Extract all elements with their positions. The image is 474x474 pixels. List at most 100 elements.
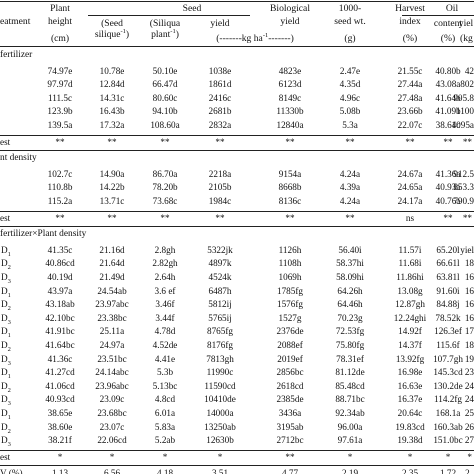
table-cell: 12.24ghi bbox=[393, 312, 427, 323]
table-cell: 1108h bbox=[278, 258, 302, 269]
table-cell: 115.6f bbox=[436, 340, 460, 350]
table-cell: 23.07c bbox=[99, 421, 125, 432]
table-cell: 43.08a bbox=[435, 79, 461, 90]
section-rule-0-top bbox=[0, 134, 474, 136]
header-plant-height-line2: height bbox=[48, 16, 72, 27]
test-cell: ** bbox=[285, 212, 295, 223]
table-cell: 66.61l bbox=[436, 258, 460, 269]
table-cell: 2416c bbox=[208, 92, 232, 103]
header-seed-silique-line2: silique-1) bbox=[94, 27, 130, 40]
table-cell: 111.5c bbox=[47, 92, 73, 103]
table-cell: 88.71bc bbox=[335, 394, 365, 405]
row-label-2-13: D2 bbox=[1, 421, 11, 435]
table-cell: 4.24a bbox=[339, 196, 361, 206]
table-cell: 2.8gh bbox=[154, 244, 176, 255]
table-cell: 115.2a bbox=[47, 196, 73, 206]
test-cell: ** bbox=[107, 212, 117, 223]
table-cell: 130.2de bbox=[433, 380, 463, 391]
section-rule-2-top bbox=[0, 449, 474, 451]
table-cell: 80.60c bbox=[152, 92, 178, 103]
test-cell: ** bbox=[160, 212, 170, 223]
row-label-2-14: D3 bbox=[1, 435, 11, 449]
header-seed-silique-line1: (Seed bbox=[101, 18, 123, 29]
table-cell: 8136c bbox=[278, 196, 302, 206]
table-cell: 42.10bc bbox=[45, 312, 75, 323]
header-treatment: eatment bbox=[0, 16, 31, 27]
table-cell: 3.44f bbox=[155, 312, 175, 323]
table-cell: 41.64bc bbox=[45, 340, 75, 350]
row-label-2-1: D2 bbox=[1, 258, 11, 272]
table-cell: 5.08b bbox=[339, 106, 361, 117]
test-cell: ** bbox=[462, 212, 472, 223]
table-cell: 11330b bbox=[276, 106, 304, 117]
table-cell: 4.78d bbox=[154, 326, 176, 337]
row-label-2-12: D1 bbox=[1, 408, 11, 421]
test-cell: ** bbox=[405, 136, 415, 147]
header-oil-content: content bbox=[433, 18, 463, 29]
section-rule-1-bottom bbox=[0, 226, 474, 228]
table-cell: 1785fg bbox=[276, 285, 304, 296]
table-cell: 20.64c bbox=[397, 408, 423, 418]
table-cell: 41.35c bbox=[47, 244, 73, 255]
test-cell: * bbox=[217, 451, 223, 462]
seed-group-underline bbox=[88, 15, 250, 16]
table-cell: 3.6 ef bbox=[154, 285, 176, 296]
table-cell: 19.38d bbox=[397, 435, 423, 446]
test-cell: ** bbox=[285, 451, 295, 462]
table-cell: 14.92f bbox=[398, 326, 422, 337]
test-cell: * bbox=[407, 451, 413, 462]
row-label-2-10: D2 bbox=[1, 380, 11, 394]
table-cell: 1576fg bbox=[276, 299, 304, 310]
table-cell: 41.27cd bbox=[45, 367, 75, 378]
row-label-2-11: D3 bbox=[1, 394, 11, 408]
table-cell: 2832a bbox=[208, 120, 232, 130]
table-cell: 2.82gh bbox=[152, 258, 178, 269]
table-cell: 8176fg bbox=[206, 340, 234, 350]
table-cell: 78.31ef bbox=[336, 353, 364, 364]
table-cell: 12630b bbox=[206, 435, 234, 446]
table-cell: 126.3ef bbox=[434, 326, 462, 337]
section-rule-0-bottom bbox=[0, 150, 474, 152]
table-cell: 12840a bbox=[276, 120, 304, 130]
table-cell: 2019ef bbox=[277, 353, 303, 364]
table-cell: 2088ef bbox=[277, 340, 303, 350]
table-cell: 2856bc bbox=[276, 367, 304, 378]
table-cell: 14000a bbox=[206, 408, 234, 418]
table-cell: 63.81l bbox=[436, 272, 460, 282]
cv-cell: 1.72 bbox=[439, 468, 457, 474]
table-cell: 22.06cd bbox=[97, 435, 127, 446]
table-cell: 110.8b bbox=[47, 182, 73, 193]
table-cell: 11990c bbox=[206, 367, 234, 378]
table-cell: 1861d bbox=[208, 79, 232, 90]
table-cell: 94.10b bbox=[152, 106, 178, 117]
header-plant-height-unit: (cm) bbox=[50, 33, 70, 44]
row-label-2-3: D1 bbox=[1, 285, 11, 299]
table-cell: 2712bc bbox=[276, 435, 304, 446]
table-cell: 23.96abc bbox=[95, 380, 129, 391]
table-cell: 802 bbox=[460, 79, 474, 90]
table-cell: 2.64h bbox=[154, 272, 176, 282]
test-cell: ** bbox=[443, 136, 453, 147]
table-cell: 27.48a bbox=[397, 92, 423, 103]
table-cell: 23 bbox=[464, 367, 474, 378]
table-cell: 84.88j bbox=[436, 299, 460, 310]
table-cell: 92.34ab bbox=[335, 408, 365, 418]
test-cell: ** bbox=[285, 136, 295, 147]
table-cell: 8668b bbox=[278, 182, 302, 193]
table-cell: 1126h bbox=[278, 244, 302, 255]
test-cell: ** bbox=[215, 136, 225, 147]
table-cell: 40.80b bbox=[435, 65, 461, 76]
table-cell: 1095a bbox=[451, 120, 474, 130]
table-cell: 24.67a bbox=[397, 168, 423, 179]
table-cell: 41.91bc bbox=[45, 326, 75, 337]
header-silique-plant-line2: plant-1) bbox=[151, 27, 179, 40]
table-cell: 16.63e bbox=[397, 380, 423, 391]
table-cell: 14.37f bbox=[398, 340, 422, 350]
cv-cell: 1.13 bbox=[51, 468, 69, 474]
table-cell: 78.20b bbox=[152, 182, 178, 193]
cv-cell: 2.19 bbox=[341, 468, 359, 474]
header-oil-content-unit: (%) bbox=[440, 33, 456, 44]
table-cell: 96.00a bbox=[337, 421, 363, 432]
table-cell: 18 bbox=[464, 258, 474, 269]
table-cell: 13.92fg bbox=[395, 353, 425, 364]
